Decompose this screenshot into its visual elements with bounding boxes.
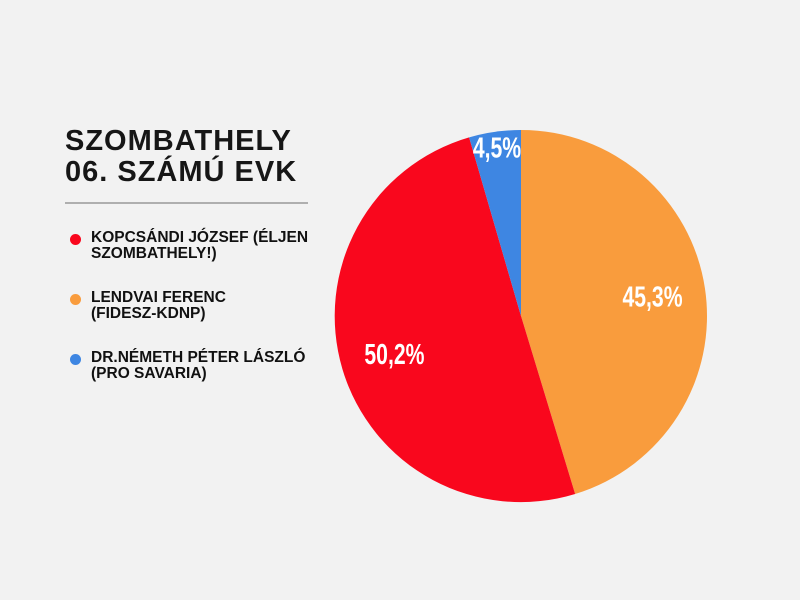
- chart-title: SZOMBATHELY 06. SZÁMÚ EVK: [65, 126, 297, 188]
- title-divider: [65, 202, 308, 204]
- pie-slice-label-kopcsandi-jozsef: 50,2%: [364, 339, 424, 371]
- chart-title-line1: SZOMBATHELY: [65, 125, 292, 157]
- pie-slice-lendvai-ferenc: [521, 130, 708, 494]
- pie-slice-nemeth-peter: [469, 130, 521, 316]
- pie-slice-label-nemeth-peter: 4,5%: [473, 133, 521, 165]
- legend-swatch-orange: [70, 294, 81, 305]
- legend-label-kopcsandi: KOPCSÁNDI JÓZSEF (ÉLJEN SZOMBATHELY!): [91, 229, 309, 262]
- legend-label-nemeth: DR.NÉMETH PÉTER LÁSZLÓ (PRO SAVARIA): [91, 349, 306, 382]
- legend-label-lendvai: LENDVAI FERENC (FIDESZ-KDNP): [91, 289, 226, 322]
- pie-slice-kopcsandi-jozsef: [334, 137, 576, 503]
- legend-swatch-red: [70, 234, 81, 245]
- legend-item-nemeth: DR.NÉMETH PÉTER LÁSZLÓ (PRO SAVARIA): [65, 350, 345, 382]
- pie-slice-label-lendvai-ferenc: 45,3%: [623, 281, 683, 313]
- legend: KOPCSÁNDI JÓZSEF (ÉLJEN SZOMBATHELY!) LE…: [65, 230, 345, 410]
- chart-title-line2: 06. SZÁMÚ EVK: [65, 156, 298, 188]
- legend-item-lendvai: LENDVAI FERENC (FIDESZ-KDNP): [65, 290, 345, 322]
- legend-item-kopcsandi: KOPCSÁNDI JÓZSEF (ÉLJEN SZOMBATHELY!): [65, 230, 345, 262]
- legend-swatch-blue: [70, 354, 81, 365]
